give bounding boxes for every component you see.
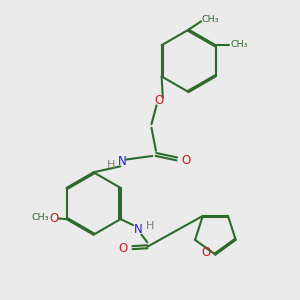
Text: N: N (117, 155, 126, 168)
Text: H: H (107, 160, 116, 170)
Text: O: O (118, 242, 127, 255)
Text: CH₃: CH₃ (201, 15, 219, 24)
Text: H: H (146, 221, 154, 231)
Text: O: O (154, 94, 164, 107)
Text: N: N (134, 223, 143, 236)
Text: O: O (50, 212, 58, 225)
Text: CH₃: CH₃ (31, 212, 49, 221)
Text: O: O (201, 246, 210, 259)
Text: O: O (181, 154, 190, 167)
Text: CH₃: CH₃ (230, 40, 247, 49)
